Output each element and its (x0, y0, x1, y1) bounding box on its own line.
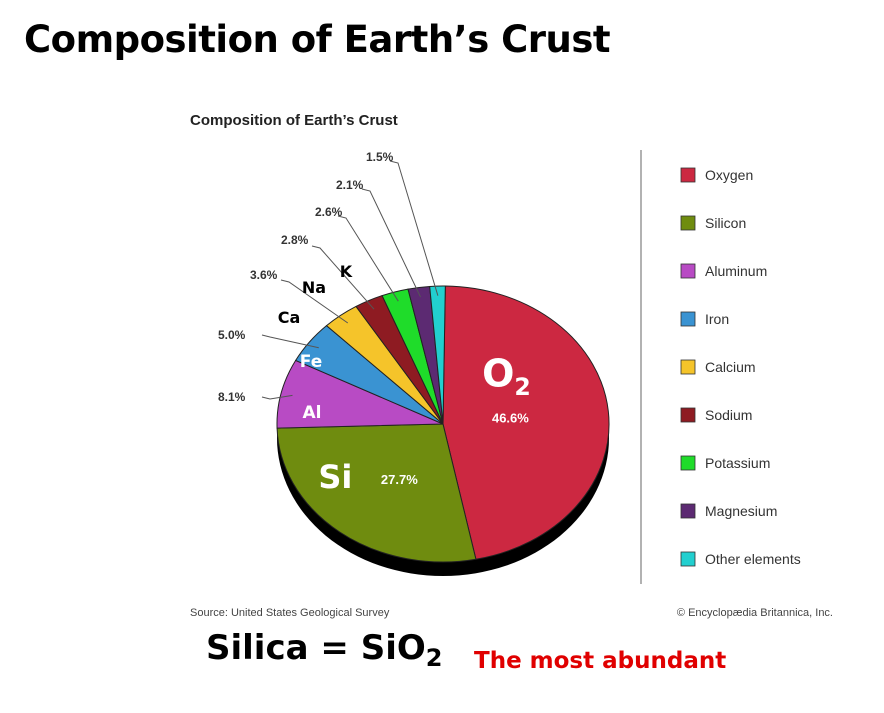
legend-label-sodium: Sodium (705, 407, 752, 423)
legend-swatch-magnesium (680, 503, 696, 519)
source-note: Source: United States Geological Survey (190, 607, 390, 619)
legend-swatch-aluminum (680, 263, 696, 279)
value-label-magnesium: 2.1% (336, 178, 364, 192)
leader-lines (261, 160, 439, 400)
legend-label-oxygen: Oxygen (705, 167, 753, 183)
most-abundant-note: The most abundant (474, 648, 727, 674)
value-label-sodium: 2.8% (281, 233, 309, 247)
symbol-aluminum: Al (303, 403, 322, 423)
leader-line-magnesium (361, 188, 421, 298)
symbol-potassium: K (340, 262, 353, 281)
symbol-silicon: Si (318, 458, 352, 496)
legend: Oxygen Silicon Aluminum Iron Calcium Sodium Po… (680, 167, 801, 567)
silica-subscript: 2 (425, 644, 443, 672)
slice-silicon (276, 423, 477, 563)
value-label-iron: 5.0% (218, 328, 246, 342)
symbol-calcium: Ca (278, 308, 301, 327)
leader-line-sodium (311, 245, 375, 310)
symbol-sodium: Na (302, 278, 326, 297)
pie-slices (276, 285, 610, 563)
legend-swatch-iron (680, 311, 696, 327)
legend-swatch-potassium (680, 455, 696, 471)
value-label-silicon: 27.7% (381, 472, 418, 487)
value-label-aluminum: 8.1% (218, 390, 246, 404)
legend-swatch-calcium (680, 359, 696, 375)
slice-other-elements (429, 285, 446, 425)
legend-label-other-elements: Other elements (705, 551, 801, 567)
leader-line-other-elements (389, 160, 439, 296)
silica-formula: Silica = SiO2 (206, 628, 442, 672)
symbol-iron: Fe (300, 352, 322, 372)
credit-note: © Encyclopædia Britannica, Inc. (677, 607, 833, 619)
leader-line-potassium (337, 215, 399, 302)
legend-swatch-other-elements (680, 551, 696, 567)
legend-label-silicon: Silicon (705, 215, 746, 231)
value-label-other-elements: 1.5% (366, 150, 394, 164)
legend-swatch-sodium (680, 407, 696, 423)
silica-formula-text: Silica = SiO (206, 628, 426, 668)
legend-label-magnesium: Magnesium (705, 503, 777, 519)
legend-label-calcium: Calcium (705, 359, 756, 375)
symbol-oxygen-subscript: 2 (514, 373, 530, 401)
chart-title: Composition of Earth’s Crust (190, 112, 398, 129)
leader-line-calcium (280, 279, 349, 324)
leader-line-iron (261, 334, 319, 349)
legend-label-iron: Iron (705, 311, 729, 327)
legend-label-aluminum: Aluminum (705, 263, 767, 279)
leader-line-aluminum (261, 394, 293, 400)
legend-swatch-oxygen (680, 167, 696, 183)
legend-label-potassium: Potassium (705, 455, 770, 471)
value-label-oxygen: 46.6% (492, 411, 529, 426)
slide-title: Composition of Earth’s Crust (24, 18, 611, 61)
value-label-potassium: 2.6% (315, 205, 343, 219)
value-label-calcium: 3.6% (250, 268, 278, 282)
legend-swatch-silicon (680, 215, 696, 231)
slice-oxygen (442, 285, 610, 560)
